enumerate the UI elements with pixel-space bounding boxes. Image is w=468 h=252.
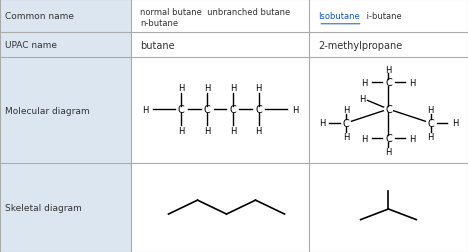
Text: H: H (385, 147, 392, 156)
Text: C: C (385, 78, 392, 88)
Text: H: H (230, 126, 236, 135)
Text: C: C (343, 118, 350, 129)
Text: C: C (229, 105, 236, 115)
Bar (131, 33, 309, 58)
Bar (131, 164, 309, 252)
Text: H: H (343, 132, 350, 141)
Text: H: H (142, 105, 148, 114)
Text: C: C (204, 105, 211, 115)
Text: butane: butane (140, 40, 175, 50)
Bar (0, 0, 131, 33)
Text: H: H (230, 84, 236, 93)
Bar (0, 164, 131, 252)
Text: Common name: Common name (5, 12, 73, 21)
Bar (0, 33, 131, 58)
Text: UPAC name: UPAC name (5, 41, 57, 50)
Text: C: C (427, 118, 434, 129)
Text: C: C (385, 105, 392, 115)
Text: 2-methylpropane: 2-methylpropane (318, 40, 402, 50)
Text: C: C (385, 134, 392, 144)
Text: Skeletal diagram: Skeletal diagram (5, 203, 81, 212)
Bar (131, 58, 309, 164)
Bar (309, 0, 468, 33)
Text: C: C (178, 105, 185, 115)
Text: i-butane: i-butane (364, 12, 402, 21)
Bar (131, 0, 309, 33)
Text: normal butane  unbranched butane: normal butane unbranched butane (140, 8, 291, 17)
Text: H: H (256, 84, 262, 93)
Bar (0, 58, 131, 164)
Text: H: H (178, 84, 184, 93)
Text: Molecular diagram: Molecular diagram (5, 106, 89, 115)
Text: H: H (343, 106, 350, 115)
Text: H: H (256, 126, 262, 135)
Text: H: H (292, 105, 298, 114)
Text: H: H (178, 126, 184, 135)
Text: H: H (410, 134, 416, 143)
Bar (309, 58, 468, 164)
Text: Isobutane: Isobutane (318, 12, 360, 21)
Text: H: H (452, 119, 458, 128)
Text: H: H (427, 106, 434, 115)
Text: H: H (361, 79, 367, 88)
Text: C: C (255, 105, 262, 115)
Text: H: H (359, 94, 366, 104)
Text: H: H (410, 79, 416, 88)
Text: H: H (204, 126, 210, 135)
Text: H: H (319, 119, 325, 128)
Text: H: H (427, 132, 434, 141)
Text: H: H (385, 66, 392, 75)
Bar (309, 33, 468, 58)
Bar (309, 164, 468, 252)
Text: H: H (361, 134, 367, 143)
Text: H: H (204, 84, 210, 93)
Text: n-butane: n-butane (140, 19, 178, 28)
